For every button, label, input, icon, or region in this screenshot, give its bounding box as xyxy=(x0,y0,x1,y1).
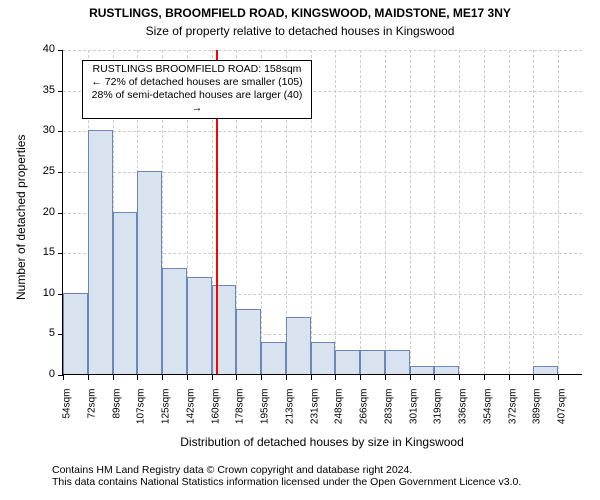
xtick-mark xyxy=(236,375,237,380)
histogram-bar xyxy=(286,317,311,374)
annotation-line-3: 28% of semi-detached houses are larger (… xyxy=(87,89,307,115)
ytick-label: 35 xyxy=(29,84,55,96)
xtick-mark xyxy=(533,375,534,380)
xtick-mark xyxy=(311,375,312,380)
xtick-mark xyxy=(286,375,287,380)
ytick-mark xyxy=(58,91,63,92)
footer-attribution: Contains HM Land Registry data © Crown c… xyxy=(52,464,521,488)
gridline-vertical xyxy=(360,50,361,374)
xtick-mark xyxy=(212,375,213,380)
histogram-bar xyxy=(360,350,385,374)
histogram-bar xyxy=(410,366,435,374)
histogram-bar xyxy=(434,366,459,374)
gridline-vertical xyxy=(484,50,485,374)
xtick-label: 142sqm xyxy=(185,389,196,439)
histogram-bar xyxy=(162,268,187,374)
xtick-mark xyxy=(113,375,114,380)
histogram-bar xyxy=(88,130,113,374)
xtick-mark xyxy=(63,375,64,380)
xtick-label: 336sqm xyxy=(458,389,469,439)
xtick-label: 407sqm xyxy=(557,389,568,439)
chart-subtitle: Size of property relative to detached ho… xyxy=(0,24,600,38)
xtick-mark xyxy=(459,375,460,380)
histogram-bar xyxy=(261,342,286,375)
gridline-vertical xyxy=(335,50,336,374)
ytick-label: 10 xyxy=(29,287,55,299)
xtick-label: 160sqm xyxy=(210,389,221,439)
xtick-mark xyxy=(558,375,559,380)
xtick-label: 354sqm xyxy=(482,389,493,439)
xtick-label: 178sqm xyxy=(235,389,246,439)
gridline-vertical xyxy=(459,50,460,374)
ytick-label: 0 xyxy=(29,368,55,380)
x-axis-label: Distribution of detached houses by size … xyxy=(62,435,582,449)
xtick-label: 107sqm xyxy=(136,389,147,439)
xtick-mark xyxy=(88,375,89,380)
ytick-label: 25 xyxy=(29,165,55,177)
ytick-mark xyxy=(58,172,63,173)
histogram-bar xyxy=(335,350,360,374)
histogram-bar xyxy=(137,171,162,374)
xtick-mark xyxy=(360,375,361,380)
xtick-mark xyxy=(509,375,510,380)
gridline-vertical xyxy=(434,50,435,374)
ytick-label: 40 xyxy=(29,43,55,55)
annotation-line-1: RUSTLINGS BROOMFIELD ROAD: 158sqm xyxy=(87,63,307,76)
histogram-bar xyxy=(533,366,558,374)
xtick-mark xyxy=(335,375,336,380)
xtick-label: 213sqm xyxy=(284,389,295,439)
histogram-bar xyxy=(311,342,336,375)
xtick-mark xyxy=(434,375,435,380)
histogram-bar xyxy=(385,350,410,374)
xtick-mark xyxy=(385,375,386,380)
xtick-label: 301sqm xyxy=(408,389,419,439)
gridline-vertical xyxy=(385,50,386,374)
ytick-mark xyxy=(58,253,63,254)
ytick-label: 15 xyxy=(29,246,55,258)
annotation-line-2: ← 72% of detached houses are smaller (10… xyxy=(87,76,307,89)
xtick-mark xyxy=(484,375,485,380)
ytick-label: 5 xyxy=(29,327,55,339)
xtick-label: 72sqm xyxy=(86,389,97,439)
chart-title: RUSTLINGS, BROOMFIELD ROAD, KINGSWOOD, M… xyxy=(0,6,600,20)
xtick-label: 319sqm xyxy=(433,389,444,439)
histogram-bar xyxy=(187,277,212,375)
xtick-mark xyxy=(261,375,262,380)
xtick-label: 283sqm xyxy=(383,389,394,439)
xtick-label: 372sqm xyxy=(507,389,518,439)
ytick-mark xyxy=(58,131,63,132)
footer-line-1: Contains HM Land Registry data © Crown c… xyxy=(52,464,521,476)
gridline-vertical xyxy=(509,50,510,374)
gridline-horizontal xyxy=(63,131,582,132)
ytick-mark xyxy=(58,50,63,51)
ytick-mark xyxy=(58,213,63,214)
xtick-mark xyxy=(410,375,411,380)
ytick-label: 30 xyxy=(29,124,55,136)
footer-line-2: This data contains National Statistics i… xyxy=(52,476,521,488)
xtick-label: 266sqm xyxy=(359,389,370,439)
xtick-label: 89sqm xyxy=(111,389,122,439)
xtick-label: 248sqm xyxy=(334,389,345,439)
xtick-label: 195sqm xyxy=(260,389,271,439)
page: { "title": { "line1": "RUSTLINGS, BROOMF… xyxy=(0,0,600,500)
gridline-vertical xyxy=(533,50,534,374)
xtick-label: 125sqm xyxy=(161,389,172,439)
gridline-vertical xyxy=(410,50,411,374)
gridline-vertical xyxy=(558,50,559,374)
histogram-bar xyxy=(113,212,138,375)
xtick-mark xyxy=(187,375,188,380)
histogram-bar xyxy=(63,293,88,374)
xtick-label: 389sqm xyxy=(532,389,543,439)
xtick-label: 231sqm xyxy=(309,389,320,439)
y-axis-label: Number of detached properties xyxy=(14,135,28,300)
histogram-bar xyxy=(236,309,261,374)
gridline-horizontal xyxy=(63,50,582,51)
xtick-mark xyxy=(137,375,138,380)
annotation-box: RUSTLINGS BROOMFIELD ROAD: 158sqm ← 72% … xyxy=(82,60,312,119)
xtick-mark xyxy=(162,375,163,380)
ytick-label: 20 xyxy=(29,206,55,218)
xtick-label: 54sqm xyxy=(62,389,73,439)
